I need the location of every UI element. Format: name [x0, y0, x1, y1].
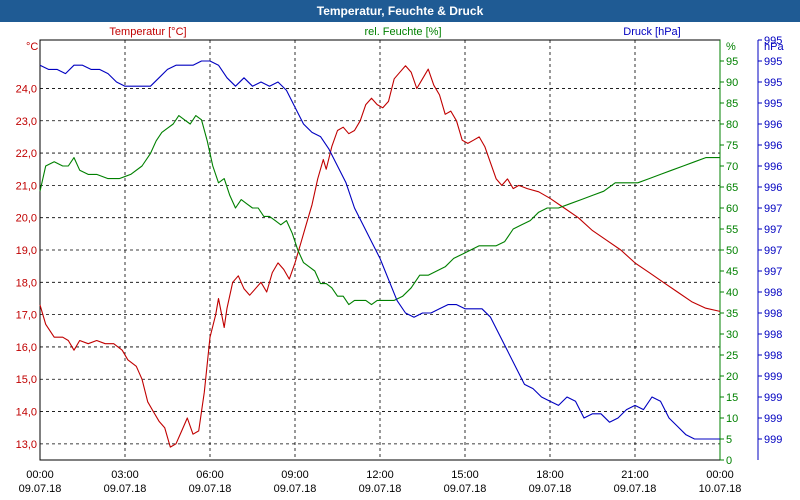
x-tick-time: 09:00: [281, 469, 309, 481]
press-header: Druck [hPa]: [623, 26, 680, 38]
series-line-hum: [39, 115, 720, 306]
press-tick-label: 995: [764, 35, 782, 47]
press-tick-label: 996: [764, 182, 782, 194]
press-tick-label: 997: [764, 203, 782, 215]
press-tick-label: 995: [764, 56, 782, 68]
temp-tick-label: 23,0: [16, 116, 37, 128]
hum-tick-label: 75: [726, 140, 738, 152]
x-tick-time: 00:00: [706, 469, 734, 481]
temp-tick-label: 15,0: [16, 374, 37, 386]
x-tick-date: 10.07.18: [699, 483, 742, 495]
x-tick-time: 21:00: [621, 469, 649, 481]
temp-tick-label: 18,0: [16, 277, 37, 289]
temp-tick-label: 14,0: [16, 407, 37, 419]
x-tick-date: 09.07.18: [614, 483, 657, 495]
press-tick-label: 995: [764, 77, 782, 89]
press-tick-label: 997: [764, 245, 782, 257]
temp-tick-label: 21,0: [16, 180, 37, 192]
press-tick-label: 998: [764, 329, 782, 341]
x-tick-time: 03:00: [111, 469, 139, 481]
temp-header: Temperatur [°C]: [109, 26, 186, 38]
temp-tick-label: 16,0: [16, 342, 37, 354]
x-tick-date: 09.07.18: [444, 483, 487, 495]
x-tick-date: 09.07.18: [189, 483, 232, 495]
hum-tick-label: 0: [726, 455, 732, 467]
hum-tick-label: 30: [726, 329, 738, 341]
hum-tick-label: 80: [726, 119, 738, 131]
press-tick-label: 997: [764, 224, 782, 236]
x-tick-time: 15:00: [451, 469, 479, 481]
press-tick-label: 995: [764, 98, 782, 110]
temp-unit-label: °C: [26, 41, 38, 53]
hum-tick-label: 70: [726, 161, 738, 173]
chart-title: Temperatur, Feuchte & Druck: [0, 0, 800, 22]
temp-tick-label: 17,0: [16, 310, 37, 322]
temp-tick-label: 22,0: [16, 148, 37, 160]
chart: 13,0 14,0 15,0 16,0 17,0 18,0 19,0 20,0 21,0 22,0…: [16, 26, 785, 495]
x-tick-date: 09.07.18: [359, 483, 402, 495]
hum-tick-label: 25: [726, 350, 738, 362]
series-line-temp: [39, 65, 721, 448]
hum-header: rel. Feuchte [%]: [364, 26, 441, 38]
press-tick-label: 997: [764, 266, 782, 278]
press-tick-label: 996: [764, 119, 782, 131]
series-line-press: [39, 60, 720, 440]
press-tick-label: 999: [764, 434, 782, 446]
press-tick-label: 998: [764, 308, 782, 320]
x-tick-date: 09.07.18: [19, 483, 62, 495]
hum-tick-label: 65: [726, 182, 738, 194]
hum-tick-label: 35: [726, 308, 738, 320]
press-tick-label: 998: [764, 287, 782, 299]
x-tick-time: 00:00: [26, 469, 54, 481]
press-tick-label: 999: [764, 371, 782, 383]
x-tick-time: 18:00: [536, 469, 564, 481]
hum-tick-label: 40: [726, 287, 738, 299]
hum-tick-label: 60: [726, 203, 738, 215]
press-tick-label: 999: [764, 392, 782, 404]
hum-tick-label: 55: [726, 224, 738, 236]
press-unit-label: hPa: [764, 41, 784, 53]
temp-tick-label: 13,0: [16, 439, 37, 451]
press-tick-label: 996: [764, 140, 782, 152]
hum-unit-label: %: [726, 41, 736, 53]
press-tick-label: 996: [764, 161, 782, 173]
temp-tick-label: 20,0: [16, 213, 37, 225]
hum-tick-label: 10: [726, 413, 738, 425]
hum-tick-label: 5: [726, 434, 732, 446]
hum-tick-label: 20: [726, 371, 738, 383]
x-tick-time: 12:00: [366, 469, 394, 481]
hum-tick-label: 50: [726, 245, 738, 257]
temp-tick-label: 24,0: [16, 83, 37, 95]
hum-tick-label: 45: [726, 266, 738, 278]
press-tick-label: 999: [764, 413, 782, 425]
x-tick-date: 09.07.18: [529, 483, 572, 495]
hum-tick-label: 85: [726, 98, 738, 110]
temp-tick-label: 19,0: [16, 245, 37, 257]
hum-tick-label: 15: [726, 392, 738, 404]
x-tick-time: 06:00: [196, 469, 224, 481]
press-tick-label: 998: [764, 350, 782, 362]
x-tick-date: 09.07.18: [274, 483, 317, 495]
x-tick-date: 09.07.18: [104, 483, 147, 495]
hum-tick-label: 95: [726, 56, 738, 68]
hum-tick-label: 90: [726, 77, 738, 89]
